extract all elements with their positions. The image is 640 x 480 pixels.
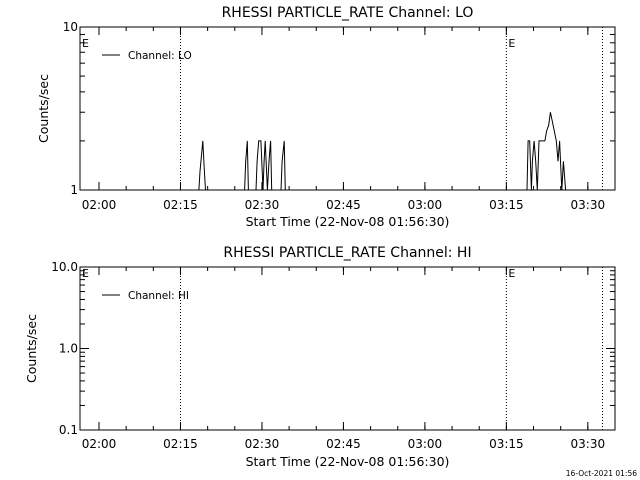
x-tick-label: 02:00 [82, 437, 117, 451]
event-marker-label: E [82, 267, 89, 280]
x-tick-label: 02:45 [326, 437, 361, 451]
chart-title: RHESSI PARTICLE_RATE Channel: LO [222, 5, 474, 21]
event-marker-label: E [508, 37, 515, 50]
x-axis-label: Start Time (22-Nov-08 01:56:30) [246, 454, 450, 469]
x-tick-label: 03:00 [408, 198, 443, 212]
y-tick-label: 0.1 [59, 423, 78, 437]
y-axis-label: Counts/sec [24, 314, 39, 383]
x-tick-label: 03:30 [571, 198, 606, 212]
x-tick-label: 03:30 [571, 437, 606, 451]
event-marker-label: E [508, 267, 515, 280]
x-tick-label: 02:15 [163, 437, 198, 451]
x-tick-label: 02:45 [326, 198, 361, 212]
y-axis-label: Counts/sec [36, 74, 51, 143]
timestamp-label: 16-Oct-2021 01:56 [566, 469, 637, 478]
y-tick-label: 10 [63, 20, 78, 34]
x-axis-label: Start Time (22-Nov-08 01:56:30) [246, 214, 450, 229]
chart-title: RHESSI PARTICLE_RATE Channel: HI [223, 245, 471, 261]
y-tick-label: 1 [70, 183, 78, 197]
x-tick-label: 03:15 [489, 198, 524, 212]
x-tick-label: 02:30 [245, 437, 280, 451]
x-tick-label: 02:00 [82, 198, 117, 212]
x-tick-label: 02:15 [163, 198, 198, 212]
legend-label: Channel: LO [128, 50, 192, 62]
event-marker-label: E [82, 37, 89, 50]
lo-channel-panel: RHESSI PARTICLE_RATE Channel: LO 02:00 02:… [36, 5, 616, 229]
y-tick-label: 1.0 [59, 342, 78, 356]
series-line-0 [198, 112, 567, 191]
x-tick-label: 02:30 [245, 198, 280, 212]
legend-label: Channel: HI [128, 290, 189, 302]
hi-channel-panel: RHESSI PARTICLE_RATE Channel: HI 02:00 02:… [24, 245, 616, 469]
x-tick-label: 03:00 [408, 437, 443, 451]
y-tick-label: 10.0 [51, 260, 78, 274]
x-tick-label: 03:15 [489, 437, 524, 451]
